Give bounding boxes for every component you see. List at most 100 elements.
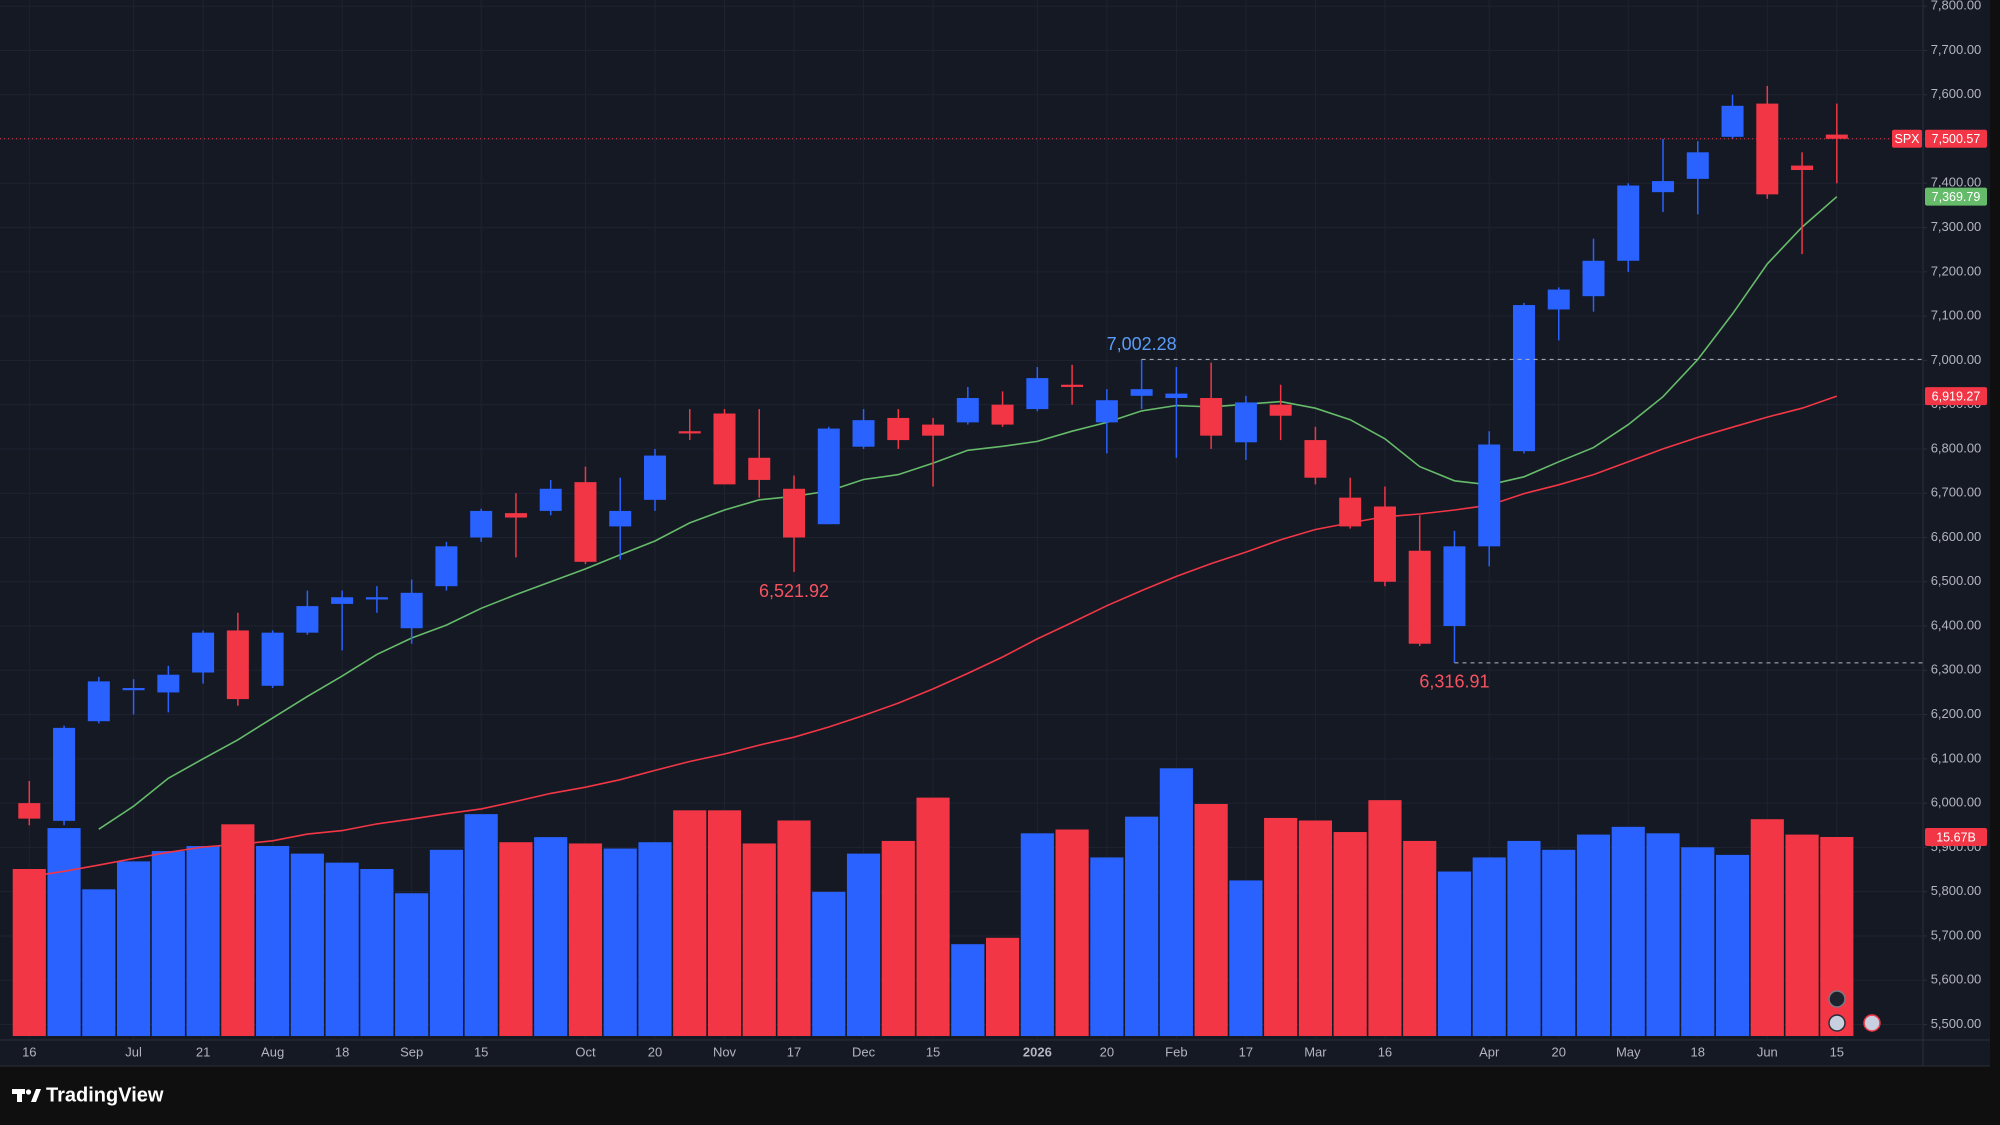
volume-bar	[846, 853, 881, 1036]
volume-bar	[117, 861, 151, 1036]
volume-bar	[742, 843, 776, 1036]
x-tick-label: 20	[1100, 1044, 1114, 1059]
candle-body	[1443, 546, 1466, 627]
candle-body	[192, 632, 215, 673]
candle-body	[470, 510, 493, 538]
annotation-label: 7,002.28	[1107, 334, 1177, 354]
candle-body	[609, 510, 632, 527]
volume-bar	[638, 842, 672, 1036]
x-tick-label: Dec	[852, 1044, 876, 1059]
x-tick-label: Jul	[125, 1044, 142, 1059]
candle-layer	[18, 85, 1848, 826]
x-tick-label: 2026	[1023, 1044, 1052, 1059]
candle-body	[1686, 152, 1709, 179]
candle-body	[331, 597, 354, 604]
event-icon[interactable]	[1828, 1014, 1846, 1032]
volume-bar	[1750, 819, 1784, 1036]
moving-average-label: 7,369.79	[1932, 190, 1981, 204]
candle-body	[1825, 134, 1848, 139]
event-icon[interactable]	[1863, 1014, 1881, 1032]
y-tick-label: 7,300.00	[1931, 219, 1982, 234]
candle-body	[1478, 444, 1501, 547]
volume-bar	[395, 893, 429, 1036]
volume-bar	[12, 868, 46, 1036]
y-tick-label: 6,200.00	[1931, 706, 1982, 721]
volume-bar	[1681, 847, 1715, 1036]
x-tick-label: 17	[787, 1044, 801, 1059]
candle-body	[991, 404, 1014, 425]
volume-bar	[1333, 832, 1367, 1036]
y-tick-label: 7,400.00	[1931, 175, 1982, 190]
volume-bar	[82, 889, 116, 1036]
candle-body	[922, 424, 945, 436]
x-tick-label: 15	[926, 1044, 940, 1059]
x-tick-label: 20	[1552, 1044, 1566, 1059]
symbol-box	[1892, 129, 1922, 148]
y-tick-label: 5,500.00	[1931, 1016, 1982, 1031]
candle-body	[1721, 105, 1744, 137]
volume-bar	[1125, 816, 1159, 1036]
volume-bar	[603, 848, 637, 1036]
y-tick-label: 7,000.00	[1931, 352, 1982, 367]
x-tick-label: Jun	[1757, 1044, 1778, 1059]
volume-bar	[1264, 817, 1298, 1036]
y-tick-label: 6,600.00	[1931, 529, 1982, 544]
x-tick-label: Oct	[575, 1044, 596, 1059]
candle-body	[643, 455, 666, 500]
volume-bar	[1090, 857, 1124, 1036]
candle-body	[887, 417, 910, 441]
volume-bar	[47, 828, 81, 1036]
volume-bar	[256, 846, 290, 1036]
candle-body	[1756, 103, 1779, 195]
x-tick-label: 16	[22, 1044, 36, 1059]
candle-body	[1304, 440, 1327, 478]
volume-bar	[1020, 833, 1054, 1036]
last-price-label: 7,500.57	[1932, 132, 1981, 146]
candle-body	[574, 482, 597, 562]
candle-body	[678, 431, 701, 434]
candle-body	[852, 420, 875, 447]
annotation-label: 6,316.91	[1419, 672, 1489, 692]
candle-body	[435, 546, 458, 587]
volume-bar	[1542, 849, 1576, 1036]
candle-body	[122, 688, 145, 691]
candle-body	[1512, 305, 1535, 452]
candle-body	[226, 630, 249, 700]
candle-body	[1652, 181, 1675, 193]
last-price-label-box	[1925, 129, 1987, 148]
x-tick-label: 15	[1830, 1044, 1844, 1059]
volume-bar	[1576, 834, 1611, 1036]
x-tick-label: 17	[1239, 1044, 1253, 1059]
volume-bar	[1646, 833, 1680, 1036]
volume-bar	[1715, 854, 1750, 1036]
x-tick-label: Mar	[1304, 1044, 1327, 1059]
volume-bar	[1055, 829, 1089, 1036]
candle-body	[1408, 550, 1431, 644]
volume-bar	[221, 824, 255, 1036]
logo-part	[17, 1089, 22, 1102]
candle-body	[365, 597, 388, 600]
volume-bar	[534, 837, 568, 1036]
volume-bar	[429, 849, 463, 1036]
y-tick-label: 7,700.00	[1931, 42, 1982, 57]
y-tick-label: 6,500.00	[1931, 573, 1982, 588]
candle-body	[53, 727, 76, 821]
volume-bar	[1194, 803, 1228, 1036]
candle-body	[1791, 165, 1814, 171]
event-icon[interactable]	[1828, 990, 1846, 1008]
candle-body	[1165, 393, 1188, 399]
x-tick-label: 20	[648, 1044, 662, 1059]
overlay-layer: 5,500.005,600.005,700.005,800.005,900.00…	[0, 0, 1987, 1059]
volume-bar	[777, 820, 811, 1036]
volume-label-box	[1925, 827, 1987, 846]
candle-body	[18, 803, 41, 819]
y-tick-label: 7,200.00	[1931, 263, 1982, 278]
volume-bar	[1403, 840, 1437, 1036]
volume-bar	[1368, 800, 1402, 1036]
volume-bar	[1437, 871, 1472, 1036]
candle-body	[783, 488, 806, 538]
x-tick-label: May	[1616, 1044, 1641, 1059]
volume-bar	[1472, 857, 1506, 1036]
candle-body	[296, 606, 319, 633]
